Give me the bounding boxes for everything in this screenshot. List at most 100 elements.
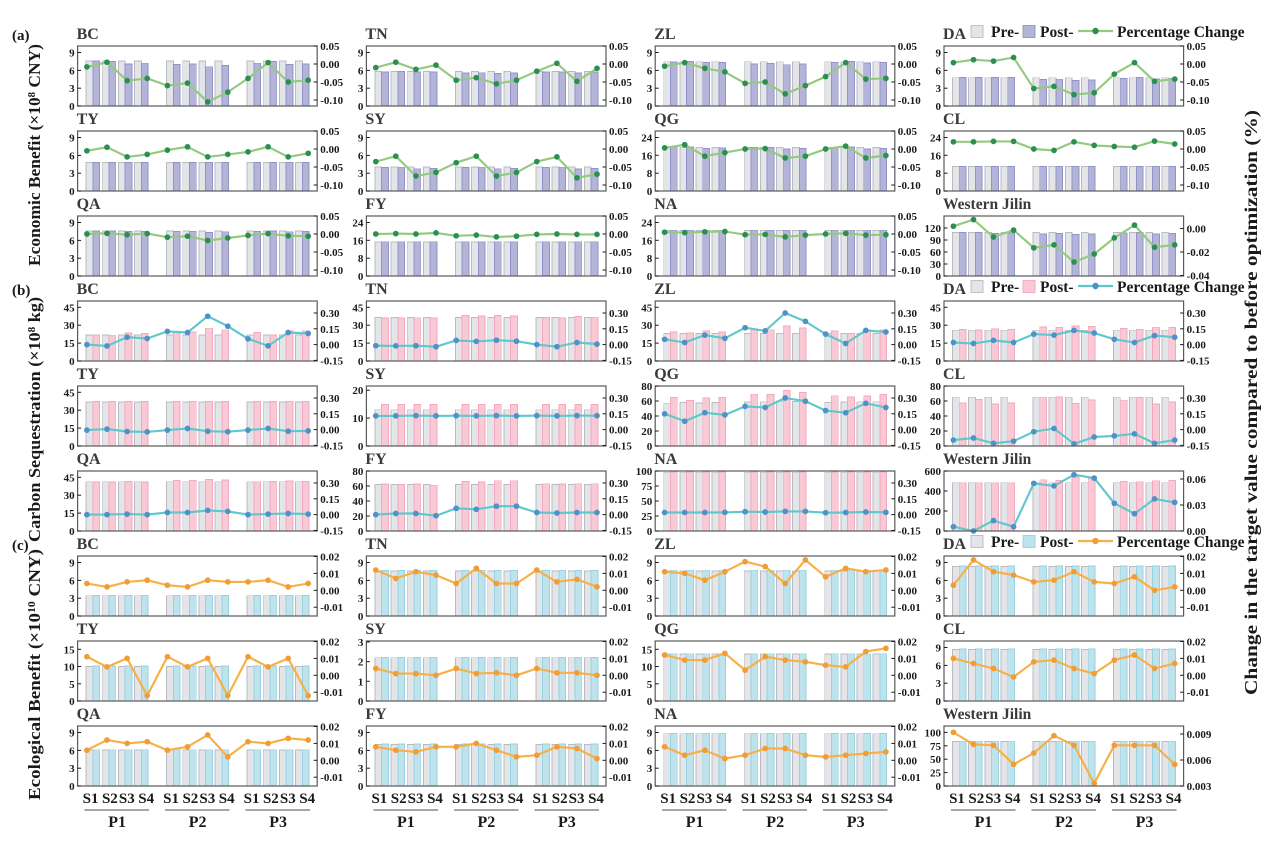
svg-text:0.00: 0.00 (898, 59, 918, 71)
svg-text:Percentage Change: Percentage Change (1117, 24, 1245, 41)
svg-text:15: 15 (930, 338, 942, 350)
svg-text:-0.05: -0.05 (320, 162, 343, 174)
svg-text:S4: S4 (138, 791, 154, 807)
svg-text:0: 0 (358, 271, 364, 283)
svg-text:50: 50 (930, 754, 942, 766)
svg-text:P3: P3 (269, 814, 287, 831)
svg-text:-0.01: -0.01 (609, 687, 632, 699)
svg-text:QA: QA (77, 196, 101, 213)
svg-text:S2: S2 (1049, 791, 1065, 807)
svg-text:0: 0 (936, 611, 942, 623)
svg-text:16: 16 (641, 235, 653, 247)
svg-text:0.02: 0.02 (320, 552, 340, 564)
svg-text:0: 0 (358, 526, 364, 538)
svg-text:3: 3 (69, 593, 75, 605)
svg-text:0.30: 0.30 (320, 478, 340, 490)
svg-text:S4: S4 (219, 791, 235, 807)
svg-text:TY: TY (77, 111, 100, 128)
svg-text:-0.10: -0.10 (1187, 95, 1210, 107)
svg-text:0.00: 0.00 (898, 229, 918, 241)
svg-text:QA: QA (77, 451, 101, 468)
svg-text:-0.05: -0.05 (320, 77, 343, 89)
svg-text:-0.10: -0.10 (1187, 180, 1210, 192)
svg-text:9: 9 (358, 48, 364, 60)
svg-text:0.05: 0.05 (320, 126, 340, 138)
svg-text:0.06: 0.06 (1187, 474, 1207, 486)
svg-text:15: 15 (352, 338, 364, 350)
svg-text:0.003: 0.003 (1187, 781, 1212, 793)
svg-text:-0.10: -0.10 (898, 95, 921, 107)
svg-text:25: 25 (641, 511, 653, 523)
svg-text:S4: S4 (1166, 791, 1182, 807)
svg-text:QG: QG (654, 621, 679, 638)
svg-text:BC: BC (77, 26, 99, 43)
svg-text:S4: S4 (588, 791, 604, 807)
svg-text:Pre-: Pre- (991, 534, 1019, 551)
svg-text:0.05: 0.05 (609, 211, 629, 223)
svg-text:3: 3 (69, 83, 75, 95)
svg-text:CL: CL (943, 366, 965, 383)
svg-text:Western Jilin: Western Jilin (943, 706, 1032, 723)
svg-text:5: 5 (647, 679, 653, 691)
svg-text:0: 0 (647, 611, 653, 623)
svg-text:6: 6 (69, 575, 75, 587)
svg-text:90: 90 (930, 235, 942, 247)
svg-text:0.00: 0.00 (1187, 585, 1207, 597)
svg-text:100: 100 (925, 727, 942, 739)
svg-text:8: 8 (936, 168, 942, 180)
svg-text:3: 3 (358, 593, 364, 605)
svg-text:0.01: 0.01 (1187, 653, 1206, 665)
svg-text:0: 0 (647, 441, 653, 453)
svg-text:Economic Benefit (×108​ CNY): Economic Benefit (×108​ CNY) (25, 44, 44, 266)
svg-text:0: 0 (69, 441, 75, 453)
svg-text:0.01: 0.01 (609, 738, 628, 750)
svg-text:0.00: 0.00 (898, 585, 918, 597)
svg-text:S4: S4 (877, 791, 893, 807)
svg-text:NA: NA (654, 706, 678, 723)
svg-text:0: 0 (69, 186, 75, 198)
svg-text:0.30: 0.30 (609, 393, 629, 405)
svg-text:QA: QA (77, 706, 101, 723)
svg-text:DA: DA (943, 281, 967, 298)
svg-text:ZL: ZL (654, 536, 675, 553)
svg-text:0.01: 0.01 (320, 653, 339, 665)
svg-text:S2: S2 (680, 791, 696, 807)
svg-text:-0.04: -0.04 (1187, 271, 1210, 283)
svg-text:S1: S1 (821, 791, 837, 807)
svg-text:8: 8 (647, 168, 653, 180)
svg-text:-0.01: -0.01 (1187, 602, 1210, 614)
svg-text:-0.05: -0.05 (1187, 77, 1210, 89)
svg-text:25: 25 (930, 768, 942, 780)
svg-text:SY: SY (365, 621, 386, 638)
svg-text:0.15: 0.15 (898, 324, 918, 336)
svg-text:24: 24 (641, 218, 653, 230)
svg-text:-0.01: -0.01 (898, 687, 921, 699)
svg-text:0.00: 0.00 (609, 510, 629, 522)
svg-text:9: 9 (647, 728, 653, 740)
svg-text:3: 3 (936, 593, 942, 605)
svg-text:P1: P1 (397, 814, 415, 831)
svg-text:S3: S3 (1146, 791, 1162, 807)
svg-text:Pre-: Pre- (991, 279, 1019, 296)
svg-text:3: 3 (647, 593, 653, 605)
svg-text:15: 15 (64, 508, 76, 520)
svg-text:S4: S4 (508, 791, 524, 807)
svg-text:Western Jilin: Western Jilin (943, 196, 1032, 213)
svg-text:0.05: 0.05 (898, 126, 918, 138)
svg-text:0.01: 0.01 (609, 653, 628, 665)
svg-text:CL: CL (943, 111, 965, 128)
svg-text:3: 3 (358, 168, 364, 180)
svg-text:S1: S1 (532, 791, 548, 807)
svg-text:-0.05: -0.05 (320, 247, 343, 259)
svg-text:0.05: 0.05 (898, 211, 918, 223)
svg-text:0.00: 0.00 (609, 340, 629, 352)
svg-text:0.30: 0.30 (609, 478, 629, 490)
svg-text:0: 0 (936, 271, 942, 283)
svg-text:S4: S4 (1005, 791, 1021, 807)
svg-text:0.02: 0.02 (609, 722, 629, 734)
svg-text:0: 0 (358, 611, 364, 623)
svg-text:3: 3 (69, 168, 75, 180)
svg-text:S4: S4 (1085, 791, 1101, 807)
svg-text:3: 3 (358, 763, 364, 775)
svg-text:S3: S3 (119, 791, 135, 807)
